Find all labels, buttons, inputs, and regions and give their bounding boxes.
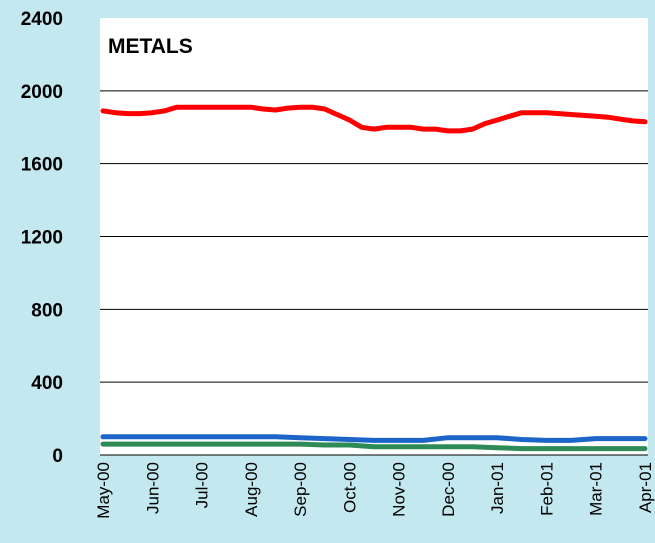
x-tick-label: Nov-00 bbox=[390, 462, 409, 517]
y-tick-label: 0 bbox=[52, 446, 63, 467]
x-tick-label: Sep-00 bbox=[291, 462, 310, 517]
x-tick-label: Mar-01 bbox=[587, 462, 606, 516]
x-tick-label: Apr-01 bbox=[636, 462, 655, 513]
x-tick-label: Feb-01 bbox=[537, 462, 556, 516]
x-tick-label: Dec-00 bbox=[439, 462, 458, 517]
data-series bbox=[100, 104, 648, 452]
x-tick-label: Jan-01 bbox=[488, 462, 507, 514]
x-tick-label: Jun-00 bbox=[143, 462, 162, 514]
x-tick-label: May-00 bbox=[94, 462, 113, 519]
y-tick-label: 400 bbox=[31, 373, 63, 394]
series-line-3 bbox=[100, 441, 648, 452]
chart-title: METALS bbox=[108, 35, 193, 58]
x-tick-label: Oct-00 bbox=[340, 462, 359, 513]
gridlines bbox=[100, 90, 648, 383]
x-tick-label: Aug-00 bbox=[242, 462, 261, 517]
series-line-2 bbox=[100, 434, 648, 443]
y-tick-label: 2000 bbox=[21, 82, 63, 103]
series-line-1 bbox=[100, 104, 648, 134]
y-tick-label: 2400 bbox=[21, 9, 63, 30]
y-tick-label: 1600 bbox=[21, 155, 63, 176]
y-axis-tick-labels: 0 400 800 1200 1600 2000 2400 bbox=[21, 9, 63, 467]
y-tick-label: 1200 bbox=[21, 228, 63, 249]
x-axis-tick-labels: May-00 Jun-00 Jul-00 Aug-00 Sep-00 Oct-00 Nov-… bbox=[94, 462, 655, 519]
x-tick-label: Jul-00 bbox=[193, 462, 212, 508]
y-tick-label: 800 bbox=[31, 300, 63, 321]
